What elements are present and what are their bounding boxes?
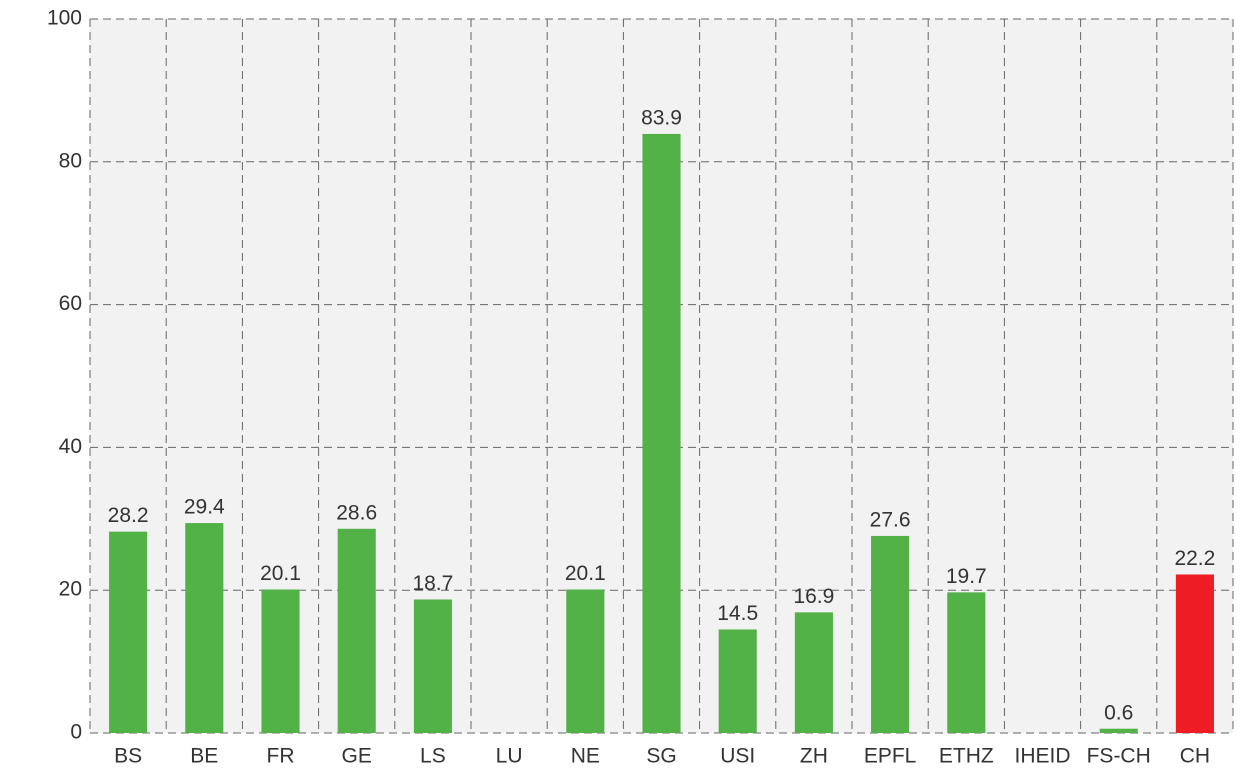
x-tick-label: FS-CH <box>1087 745 1151 768</box>
value-label: 83.9 <box>641 107 682 130</box>
x-tick-label: CH <box>1180 745 1210 768</box>
value-label: 27.6 <box>870 508 911 531</box>
bar <box>642 133 681 734</box>
bar <box>1175 574 1214 733</box>
bar <box>261 589 300 733</box>
x-tick-label: LS <box>420 745 446 768</box>
value-label: 18.7 <box>412 572 453 595</box>
x-tick-label: NE <box>571 745 600 768</box>
value-label: 28.6 <box>336 501 377 524</box>
value-label: 29.4 <box>184 496 225 519</box>
value-label: 19.7 <box>946 565 987 588</box>
value-label: 20.1 <box>565 562 606 585</box>
y-tick-label: 40 <box>59 435 82 458</box>
y-tick-label: 80 <box>59 149 82 172</box>
x-tick-label: LU <box>496 745 523 768</box>
bar <box>718 629 757 733</box>
y-tick-label: 60 <box>59 292 82 315</box>
x-tick-label: ZH <box>800 745 828 768</box>
value-label: 16.9 <box>793 585 834 608</box>
x-tick-label: SG <box>646 745 676 768</box>
bar <box>413 599 452 733</box>
bar <box>947 592 986 733</box>
x-tick-label: FR <box>267 745 295 768</box>
value-label: 14.5 <box>717 602 758 625</box>
x-tick-label: GE <box>342 745 372 768</box>
bar <box>794 612 833 733</box>
bar <box>1099 728 1138 733</box>
x-tick-label: EPFL <box>864 745 917 768</box>
x-tick-label: USI <box>720 745 755 768</box>
x-tick-label: BE <box>190 745 218 768</box>
x-tick-label: ETHZ <box>939 745 994 768</box>
x-tick-label: BS <box>114 745 142 768</box>
bar <box>871 535 910 733</box>
bar <box>185 523 224 733</box>
value-label: 28.2 <box>108 504 149 527</box>
y-tick-label: 100 <box>47 7 82 30</box>
value-label: 20.1 <box>260 562 301 585</box>
value-label: 0.6 <box>1104 701 1133 724</box>
value-label: 22.2 <box>1174 547 1215 570</box>
bar <box>566 589 605 733</box>
bar <box>109 531 148 733</box>
y-tick-label: 20 <box>59 578 82 601</box>
y-tick-label: 0 <box>70 721 82 744</box>
x-tick-label: IHEID <box>1014 745 1070 768</box>
bar <box>337 528 376 733</box>
